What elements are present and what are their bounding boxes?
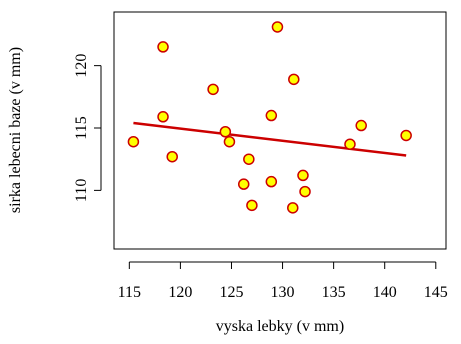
data-point bbox=[246, 199, 258, 212]
regression-line bbox=[133, 121, 407, 157]
data-point bbox=[219, 125, 232, 138]
data-point bbox=[271, 21, 284, 33]
data-point bbox=[166, 150, 178, 163]
data-point bbox=[243, 153, 255, 165]
y-tick-label: 110 bbox=[73, 179, 90, 202]
data-point bbox=[157, 111, 169, 123]
data-point bbox=[223, 135, 236, 148]
data-point bbox=[207, 83, 219, 96]
points-group bbox=[127, 21, 412, 214]
data-point bbox=[265, 175, 278, 188]
x-tick-label: 140 bbox=[373, 284, 397, 301]
plot-frame bbox=[113, 11, 447, 250]
y-tick-label: 120 bbox=[73, 54, 90, 78]
y-axis: 110 115 120 bbox=[73, 54, 102, 202]
data-point bbox=[299, 185, 311, 198]
y-axis-label: sirka lebecni baze (v mm) bbox=[7, 47, 24, 213]
data-point bbox=[344, 138, 356, 150]
data-point bbox=[157, 41, 169, 53]
data-point bbox=[355, 119, 367, 132]
x-tick-label: 115 bbox=[118, 284, 141, 301]
x-tick-label: 125 bbox=[219, 284, 243, 301]
y-tick-label: 115 bbox=[73, 116, 90, 139]
x-axis: 115 120 125 130 135 140 145 bbox=[118, 261, 448, 301]
x-tick-label: 145 bbox=[424, 284, 448, 301]
data-point bbox=[287, 202, 299, 214]
regression-line-group bbox=[133, 121, 407, 157]
data-point bbox=[288, 73, 300, 86]
x-axis-label: vyska lebky (v mm) bbox=[216, 318, 344, 335]
data-point bbox=[237, 178, 250, 190]
x-tick-label: 135 bbox=[322, 284, 346, 301]
data-point bbox=[297, 169, 309, 182]
data-point bbox=[127, 135, 140, 148]
data-point bbox=[400, 129, 412, 142]
x-tick-label: 120 bbox=[168, 284, 192, 301]
x-tick-label: 130 bbox=[271, 284, 295, 301]
data-point bbox=[265, 109, 278, 122]
